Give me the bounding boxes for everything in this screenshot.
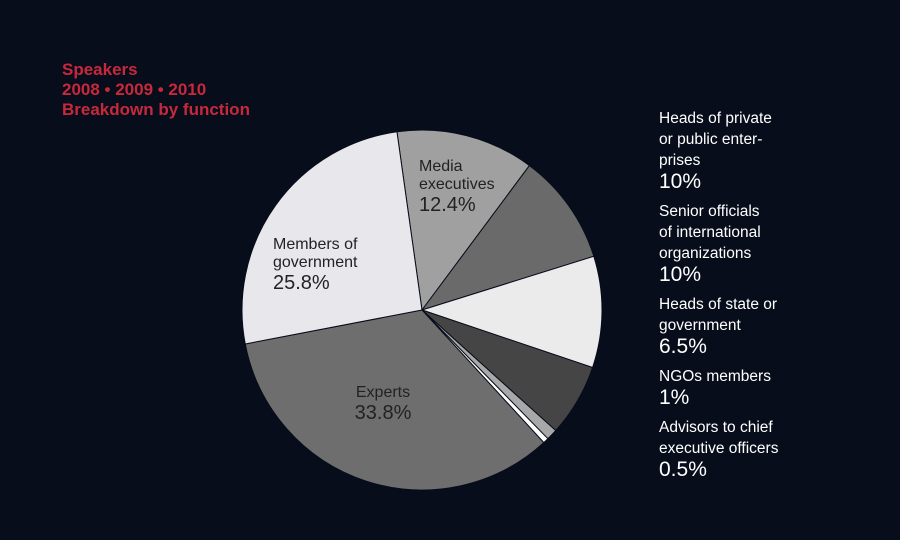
slice-value: 33.8%: [354, 402, 412, 424]
slice-value: 12.4%: [419, 194, 476, 216]
legend-label: Advisors to chief executive officers: [659, 419, 779, 457]
slice-label-media-executives: Media executives 12.4%: [419, 158, 495, 216]
slice-label-experts: Experts 33.8%: [343, 384, 423, 424]
slice-name: Media executives: [419, 158, 495, 193]
legend-label: Heads of private or public enter- prises: [659, 110, 772, 169]
pie-slice-7: [241, 131, 423, 345]
legend-value: 10%: [659, 170, 702, 193]
title-line-1: Speakers: [62, 60, 138, 79]
chart-title: Speakers 2008 • 2009 • 2010 Breakdown by…: [62, 60, 250, 120]
slice-value: 25.8%: [273, 272, 330, 294]
slice-label-members-of-government: Members of government 25.8%: [273, 236, 358, 294]
title-line-2: 2008 • 2009 • 2010: [62, 80, 207, 99]
legend-item-advisors: Advisors to chief executive officers 0.5…: [659, 417, 879, 481]
legend-label: NGOs members: [659, 368, 771, 385]
legend-value: 10%: [659, 263, 702, 286]
legend-item-heads-of-enterprises: Heads of private or public enter- prises…: [659, 108, 879, 193]
pie-slice-2: [420, 255, 603, 369]
legend: Heads of private or public enter- prises…: [659, 108, 879, 489]
slice-name: Experts: [355, 384, 411, 401]
pie-slice-6: [244, 309, 545, 491]
legend-label: Senior officials of international organi…: [659, 203, 761, 262]
legend-label: Heads of state or government: [659, 296, 778, 334]
legend-value: 0.5%: [659, 458, 707, 481]
legend-value: 6.5%: [659, 335, 707, 358]
legend-value: 1%: [659, 386, 690, 409]
title-line-3: Breakdown by function: [62, 100, 250, 119]
pie-slice-0: [396, 129, 531, 312]
legend-item-heads-of-state: Heads of state or government 6.5%: [659, 294, 879, 358]
slice-name: Members of government: [273, 236, 358, 271]
pie-slice-1: [420, 164, 595, 311]
legend-item-ngos-members: NGOs members 1%: [659, 366, 879, 409]
legend-item-senior-officials: Senior officials of international organi…: [659, 201, 879, 286]
